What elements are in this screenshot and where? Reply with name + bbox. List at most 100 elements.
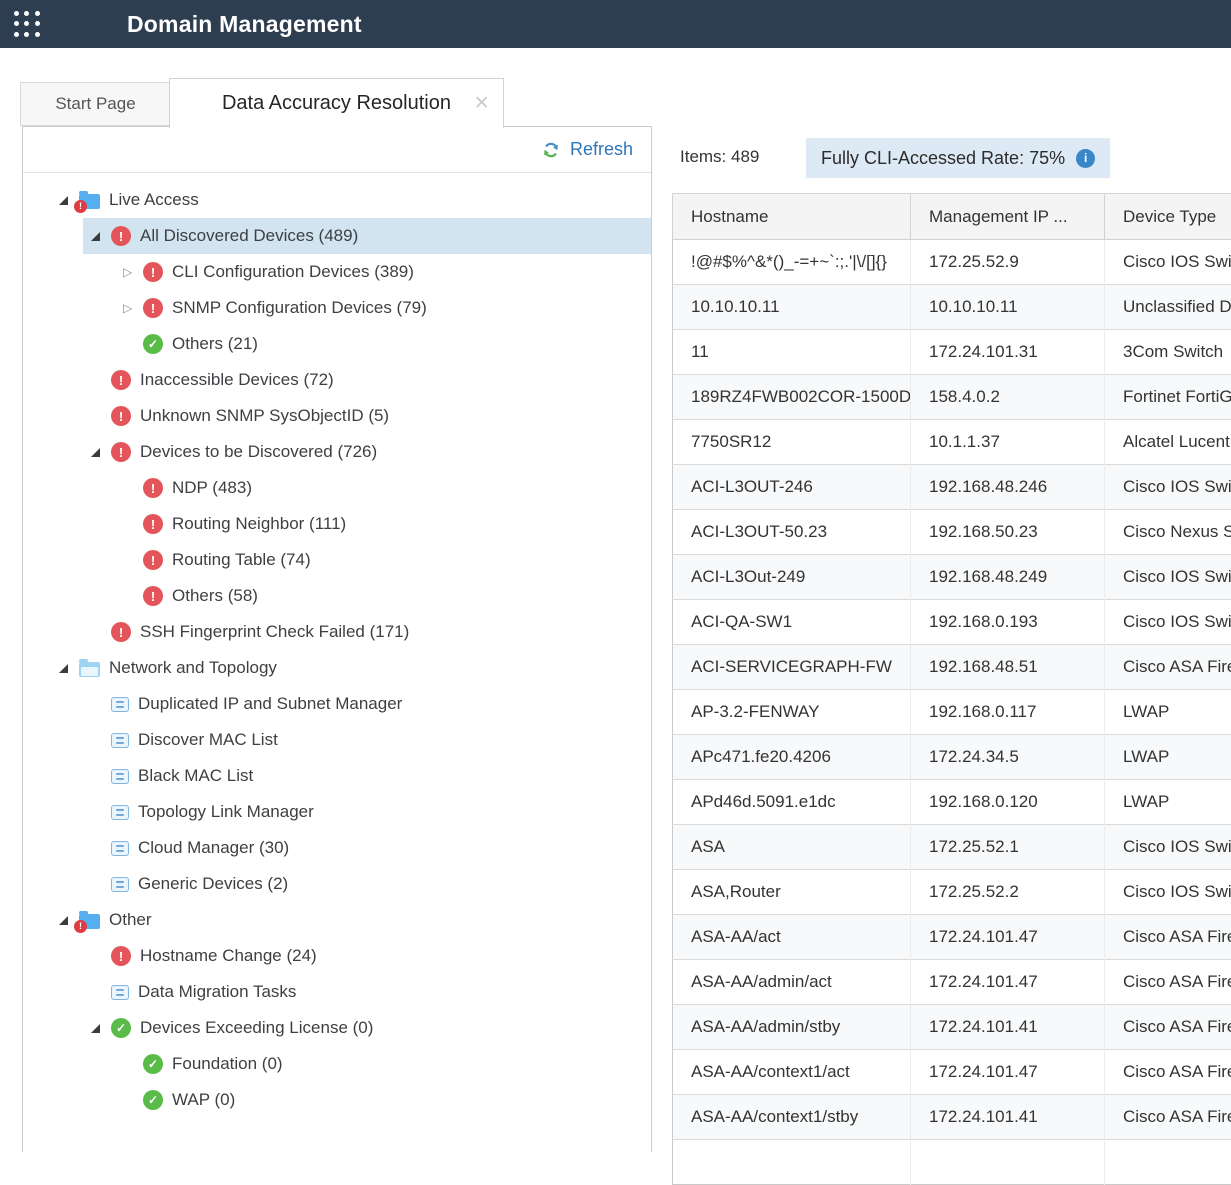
alert-icon: ! — [143, 298, 163, 318]
cell-hostname: ACI-L3OUT-246 — [673, 465, 911, 510]
refresh-label: Refresh — [570, 139, 633, 160]
alert-icon: ! — [111, 226, 131, 246]
alert-icon: ! — [143, 262, 163, 282]
column-header[interactable]: Device Type — [1105, 194, 1231, 240]
tree-item[interactable]: ✓Devices Exceeding License (0) — [23, 1010, 651, 1046]
tree-item[interactable]: ! NDP (483) — [23, 470, 651, 506]
cell-hostname: 11 — [673, 330, 911, 375]
refresh-icon — [541, 140, 561, 160]
column-header[interactable]: Management IP ... — [911, 194, 1105, 240]
tree-item[interactable]: !Routing Neighbor (111) — [23, 506, 651, 542]
tree-item[interactable]: !Hostname Change (24) — [23, 938, 651, 974]
collapse-expander-icon[interactable] — [91, 232, 111, 241]
cell-management-ip: 172.25.52.9 — [911, 240, 1105, 285]
tree-item[interactable]: ✓Others (21) — [23, 326, 651, 362]
cell-management-ip: 172.24.101.41 — [911, 1005, 1105, 1050]
cell-hostname: !@#$%^&*()_-=+~`:;.'|\/[]{} — [673, 240, 911, 285]
tree-item[interactable]: !Unknown SNMP SysObjectID (5) — [23, 398, 651, 434]
tree-item[interactable]: Discover MAC List — [23, 722, 651, 758]
cli-accessed-rate-label: Fully CLI-Accessed Rate: 75% — [821, 148, 1065, 169]
tree-item-label: Devices Exceeding License (0) — [140, 1018, 373, 1038]
tab-data-accuracy-resolution[interactable]: Data Accuracy Resolution × — [169, 78, 504, 128]
cell-device-type: Cisco ASA Firew — [1105, 960, 1231, 1005]
tree-item[interactable]: Cloud Manager (30) — [23, 830, 651, 866]
cell-device-type: LWAP — [1105, 690, 1231, 735]
alert-icon: ! — [143, 550, 163, 570]
tree-item[interactable]: !Other — [23, 902, 651, 938]
cell-device-type: Cisco Nexus Sw — [1105, 510, 1231, 555]
tree-item[interactable]: Data Migration Tasks — [23, 974, 651, 1010]
tab-start-page[interactable]: Start Page — [20, 82, 171, 126]
cell-management-ip: 172.24.101.47 — [911, 960, 1105, 1005]
collapse-expander-icon[interactable] — [59, 664, 79, 673]
tree-item[interactable]: !Devices to be Discovered (726) — [23, 434, 651, 470]
tree-item[interactable]: !Others (58) — [23, 578, 651, 614]
expand-expander-icon[interactable]: ▷ — [123, 301, 143, 315]
tree-item[interactable]: !SSH Fingerprint Check Failed (171) — [23, 614, 651, 650]
cell-hostname: AP-3.2-FENWAY — [673, 690, 911, 735]
alert-icon: ! — [111, 406, 131, 426]
folder-icon — [79, 662, 100, 677]
collapse-expander-icon[interactable] — [91, 1024, 111, 1033]
expand-expander-icon[interactable]: ▷ — [123, 265, 143, 279]
cell-hostname: ASA,Router — [673, 870, 911, 915]
tree-item[interactable]: Duplicated IP and Subnet Manager — [23, 686, 651, 722]
tree-item[interactable]: Network and Topology — [23, 650, 651, 686]
column-header[interactable]: Hostname — [673, 194, 911, 240]
tree-item[interactable]: !Inaccessible Devices (72) — [23, 362, 651, 398]
cell-management-ip: 172.24.34.5 — [911, 735, 1105, 780]
refresh-button[interactable]: Refresh — [541, 139, 633, 160]
tree-item[interactable]: Black MAC List — [23, 758, 651, 794]
tree-item[interactable]: ! All Discovered Devices (489) — [23, 218, 651, 254]
tree-item[interactable]: !Live Access — [23, 182, 651, 218]
list-icon — [111, 985, 129, 1000]
tree-panel: Refresh !Live Access! All Discovered Devi… — [22, 126, 652, 1152]
cell-management-ip: 10.10.10.11 — [911, 285, 1105, 330]
cell-hostname: ACI-L3Out-249 — [673, 555, 911, 600]
table-row[interactable] — [673, 1140, 1231, 1185]
cell-hostname: ACI-SERVICEGRAPH-FW — [673, 645, 911, 690]
tree-item[interactable]: Topology Link Manager — [23, 794, 651, 830]
cell-hostname: ACI-QA-SW1 — [673, 600, 911, 645]
app-grid-icon[interactable] — [14, 11, 41, 38]
cell-management-ip: 192.168.48.246 — [911, 465, 1105, 510]
tree-item-label: Routing Neighbor (111) — [172, 514, 346, 534]
cell-management-ip: 172.24.101.31 — [911, 330, 1105, 375]
tree-item[interactable]: Generic Devices (2) — [23, 866, 651, 902]
tree-item[interactable]: ▷!SNMP Configuration Devices (79) — [23, 290, 651, 326]
close-tab-icon[interactable]: × — [474, 90, 489, 115]
tree-item[interactable]: ✓WAP (0) — [23, 1082, 651, 1118]
tab-label: Start Page — [55, 94, 135, 114]
alert-icon: ! — [143, 478, 163, 498]
tree-item-label: All Discovered Devices (489) — [140, 226, 358, 246]
check-icon: ✓ — [143, 1054, 163, 1074]
tree-item-label: NDP (483) — [172, 478, 252, 498]
collapse-expander-icon[interactable] — [91, 448, 111, 457]
tree-item[interactable]: !Routing Table (74) — [23, 542, 651, 578]
cell-device-type: Cisco IOS Switc — [1105, 465, 1231, 510]
tree-item[interactable]: ▷!CLI Configuration Devices (389) — [23, 254, 651, 290]
info-icon[interactable]: i — [1076, 149, 1095, 168]
tree-item[interactable]: ✓Foundation (0) — [23, 1046, 651, 1082]
